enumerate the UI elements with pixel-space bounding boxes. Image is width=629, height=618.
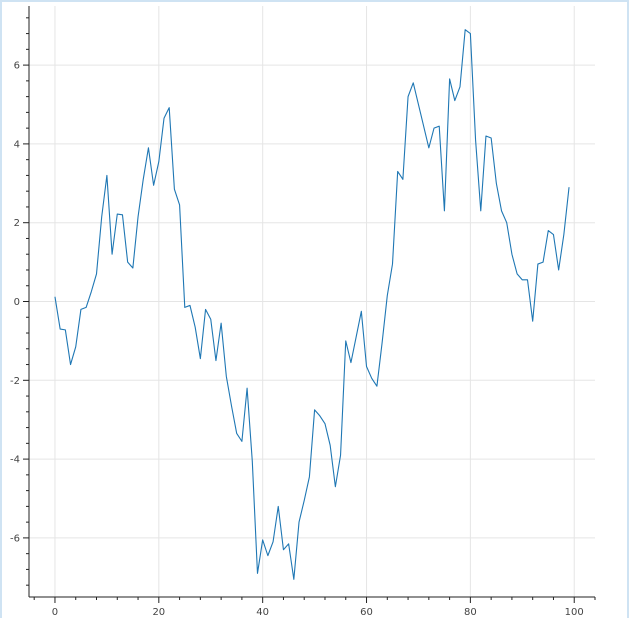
y-tick-label: 4 (14, 139, 20, 150)
grid-lines (29, 6, 595, 597)
y-tick-label: 2 (14, 218, 20, 229)
tick-layer: 0 20 40 60 80 100 -6 -4 -2 0 2 4 6 (10, 61, 584, 618)
y-tick-label: 0 (14, 297, 20, 308)
x-tick-label: 80 (464, 607, 477, 618)
x-tick-label: 100 (565, 607, 584, 618)
x-tick-label: 0 (52, 607, 58, 618)
series-layer (54, 29, 570, 580)
x-tick-label: 40 (256, 607, 269, 618)
x-tick-label: 20 (152, 607, 165, 618)
x-tick-label: 60 (360, 607, 373, 618)
y-tick-label: -4 (10, 455, 20, 466)
y-tick-label: -2 (10, 376, 20, 387)
y-tick-label: -6 (10, 533, 20, 544)
axes (23, 6, 596, 603)
y-tick-label: 6 (14, 61, 20, 72)
series-line-0 (54, 29, 570, 580)
